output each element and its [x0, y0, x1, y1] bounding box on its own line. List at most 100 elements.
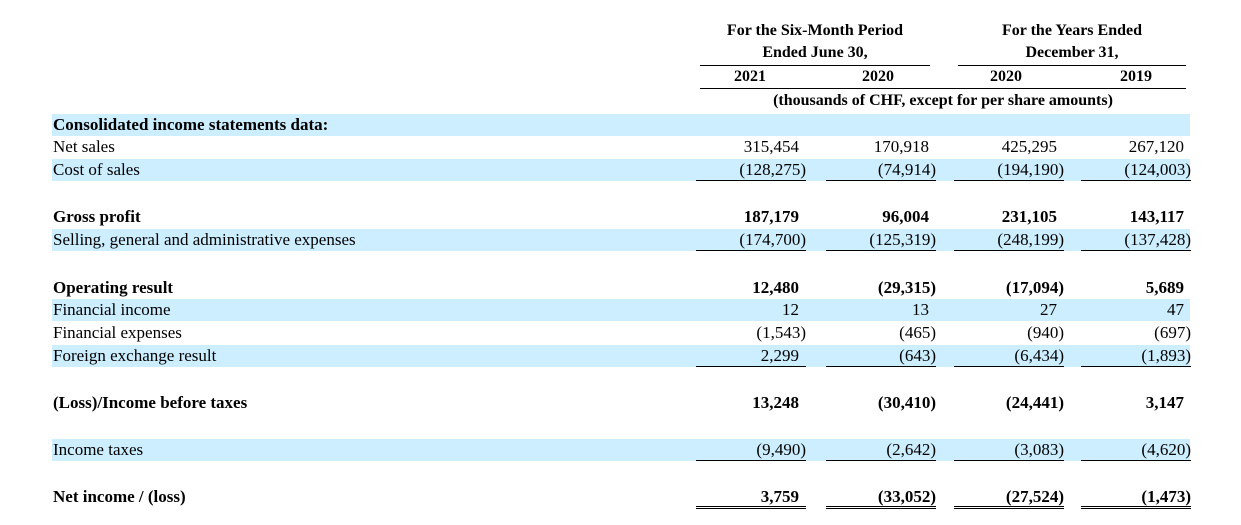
cell-value: (24,441)	[1005, 393, 1064, 412]
value-cell: 170,918	[826, 136, 936, 158]
table-row: Financial income 12 13 27 47	[0, 299, 1241, 321]
cell-value: 96,004	[882, 207, 929, 226]
six-month-period-line1: For the Six-Month Period	[726, 22, 904, 39]
row-label: Gross profit	[53, 207, 141, 226]
row-label: Net income / (loss)	[53, 487, 186, 506]
cell-value: 12,480	[752, 278, 799, 297]
value-cell: 27	[954, 299, 1064, 321]
value-cell: (29,315)	[826, 277, 936, 299]
cell-value: (1,473)	[1141, 487, 1191, 506]
cell-value: 425,295	[1001, 137, 1057, 156]
value-cell: 231,105	[954, 206, 1064, 228]
cell-value: (6,434)	[1014, 346, 1064, 365]
six-month-period-header: For the Six-Month Period Ended June 30,	[700, 20, 930, 64]
value-cell: (1,473)	[1081, 486, 1191, 509]
table-row: Foreign exchange result 2,299 (643) (6,434)…	[0, 345, 1241, 367]
row-label: (Loss)/Income before taxes	[53, 393, 248, 412]
row-shading	[52, 439, 1190, 461]
cell-value: 12	[782, 300, 799, 319]
row-label: Consolidated income statements data:	[53, 115, 329, 134]
cell-value: (74,914)	[877, 160, 936, 179]
value-cell: (4,620)	[1081, 439, 1191, 461]
year-2019-header: 2019	[1120, 68, 1152, 85]
value-cell: 2,299	[696, 345, 806, 367]
cell-value: (124,003)	[1124, 160, 1191, 179]
cell-value: (465)	[899, 323, 936, 342]
cell-value: (33,052)	[877, 487, 936, 506]
years-ended-header: For the Years Ended December 31,	[958, 20, 1186, 64]
value-cell: (30,410)	[826, 392, 936, 414]
row-label: Selling, general and administrative expe…	[53, 230, 356, 249]
cell-value: 267,120	[1128, 137, 1184, 156]
cell-value: (248,199)	[997, 230, 1064, 249]
value-cell: (24,441)	[954, 392, 1064, 414]
value-cell: 187,179	[696, 206, 806, 228]
row-label: Financial expenses	[53, 323, 182, 342]
value-cell: (643)	[826, 345, 936, 367]
cell-value: 13	[912, 300, 929, 319]
value-cell: (1,893)	[1081, 345, 1191, 367]
value-cell: (465)	[826, 322, 936, 344]
value-cell: (174,700)	[696, 229, 806, 251]
cell-value: 3,147	[1145, 393, 1184, 412]
row-label: Foreign exchange result	[53, 346, 217, 365]
cell-value: (27,524)	[1005, 487, 1064, 506]
cell-value: 27	[1040, 300, 1057, 319]
table-row: Consolidated income statements data:	[0, 114, 1241, 136]
row-shading	[52, 229, 1190, 251]
row-shading	[52, 345, 1190, 367]
year-2021-header: 2021	[734, 68, 766, 85]
value-cell: (128,275)	[696, 159, 806, 181]
table-row: Cost of sales (128,275) (74,914) (194,190) (…	[0, 159, 1241, 181]
cell-value: (940)	[1027, 323, 1064, 342]
cell-value: 2,299	[760, 346, 799, 365]
units-caption: (thousands of CHF, except for per share …	[773, 92, 1113, 109]
cell-value: 315,454	[743, 137, 799, 156]
row-label: Operating result	[53, 278, 174, 297]
cell-value: 143,117	[1129, 207, 1184, 226]
header-underline	[958, 65, 1186, 66]
table-row: (Loss)/Income before taxes 13,248 (30,410)…	[0, 392, 1241, 414]
value-cell: (194,190)	[954, 159, 1064, 181]
year-2020-six-month-header: 2020	[862, 68, 894, 85]
row-label: Financial income	[53, 300, 171, 319]
value-cell: (2,642)	[826, 439, 936, 461]
cell-value: (4,620)	[1141, 440, 1191, 459]
cell-value: (2,642)	[886, 440, 936, 459]
cell-value: (137,428)	[1124, 230, 1191, 249]
years-ended-line1: For the Years Ended	[1002, 22, 1142, 39]
row-label: Income taxes	[53, 440, 144, 459]
value-cell: 315,454	[696, 136, 806, 158]
value-cell: 267,120	[1081, 136, 1191, 158]
value-cell: (124,003)	[1081, 159, 1191, 181]
value-cell: 3,147	[1081, 392, 1191, 414]
row-shading	[52, 159, 1190, 181]
table-row: Gross profit 187,179 96,004 231,105 143,117	[0, 206, 1241, 228]
header-underline	[700, 65, 930, 66]
cell-value: (643)	[899, 346, 936, 365]
value-cell: 12,480	[696, 277, 806, 299]
cell-value: (128,275)	[739, 160, 806, 179]
cell-value: 5,689	[1145, 278, 1184, 297]
value-cell: 96,004	[826, 206, 936, 228]
value-cell: (27,524)	[954, 486, 1064, 509]
table-row: Operating result 12,480 (29,315) (17,094) 5,…	[0, 277, 1241, 299]
value-cell: (6,434)	[954, 345, 1064, 367]
value-cell: (940)	[954, 322, 1064, 344]
cell-value: (1,543)	[756, 323, 806, 342]
value-cell: 5,689	[1081, 277, 1191, 299]
value-cell: (33,052)	[826, 486, 936, 509]
value-cell: (74,914)	[826, 159, 936, 181]
value-cell: (1,543)	[696, 322, 806, 344]
value-cell: 12	[696, 299, 806, 321]
table-row: Income taxes (9,490) (2,642) (3,083) (4,620)	[0, 439, 1241, 461]
value-cell: 47	[1081, 299, 1191, 321]
year-2020-annual-header: 2020	[990, 68, 1022, 85]
table-row: Selling, general and administrative expe…	[0, 229, 1241, 251]
six-month-period-line2: Ended June 30,	[762, 44, 868, 61]
cell-value: 13,248	[752, 393, 799, 412]
value-cell: 425,295	[954, 136, 1064, 158]
cell-value: 187,179	[743, 207, 799, 226]
cell-value: 170,918	[873, 137, 929, 156]
